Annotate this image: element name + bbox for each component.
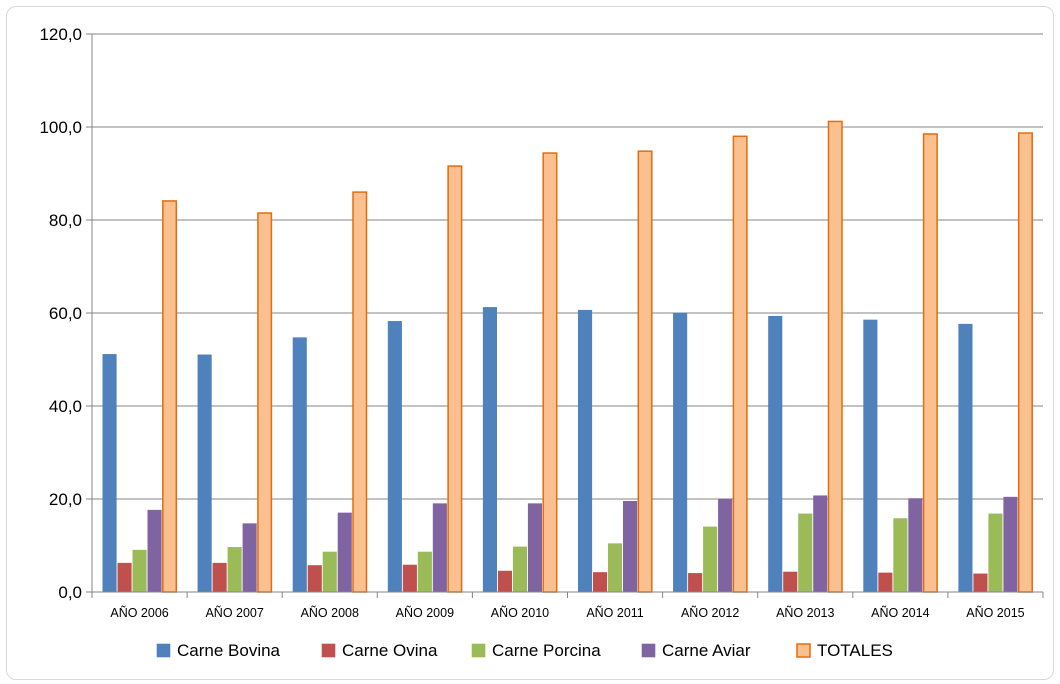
bar <box>482 307 498 593</box>
legend-label: Carne Porcina <box>492 641 601 660</box>
bar <box>673 312 688 593</box>
bar <box>197 354 212 593</box>
legend-label: Carne Ovina <box>342 641 438 660</box>
bar <box>527 503 543 593</box>
y-tick-label: 20,0 <box>49 490 82 509</box>
legend-label: TOTALES <box>817 641 893 660</box>
bar <box>827 120 843 593</box>
bar <box>542 152 558 593</box>
bar <box>813 495 828 593</box>
bar <box>988 513 1003 593</box>
x-tick-label: AÑO 2007 <box>205 606 263 620</box>
bar <box>432 503 447 593</box>
bar <box>798 513 813 593</box>
bar <box>1003 496 1018 593</box>
legend: Carne Bovina Carne Ovina Carne Porcina Carn… <box>156 641 893 660</box>
y-tick-label: 40,0 <box>49 397 82 416</box>
bar <box>257 212 273 593</box>
x-tick-label: AÑO 2015 <box>966 606 1024 620</box>
bar <box>147 509 162 593</box>
bar <box>447 165 463 593</box>
legend-label: Carne Bovina <box>177 641 281 660</box>
x-tick-label: AÑO 2010 <box>491 606 549 620</box>
gridlines <box>92 33 1043 500</box>
y-tick-label: 80,0 <box>49 211 82 230</box>
bar <box>768 315 783 593</box>
bar <box>1017 132 1033 593</box>
bar <box>497 570 513 593</box>
y-tick-label: 60,0 <box>49 304 82 323</box>
x-tick-label: AÑO 2011 <box>586 606 643 620</box>
bars <box>102 120 1033 593</box>
bar <box>908 498 923 593</box>
legend-swatch <box>641 643 656 658</box>
bar <box>337 512 352 593</box>
bar <box>132 549 147 593</box>
bar <box>863 319 878 593</box>
bar <box>592 572 608 593</box>
bar <box>637 150 653 593</box>
bar <box>512 546 528 593</box>
y-axis-ticks: 0,0 20,0 40,0 60,0 80,0 100,0 120,0 <box>39 25 92 602</box>
bar <box>718 498 733 593</box>
bar <box>958 323 973 593</box>
bar <box>688 573 703 593</box>
x-tick-label: AÑO 2008 <box>301 606 359 620</box>
y-tick-label: 0,0 <box>58 583 82 602</box>
bar <box>307 565 322 593</box>
x-tick-label: AÑO 2013 <box>776 606 834 620</box>
x-axis-ticks: AÑO 2006 AÑO 2007 AÑO 2008 AÑO 2009 AÑO 2010… <box>91 592 1044 620</box>
legend-swatch <box>156 643 171 658</box>
legend-swatch <box>321 643 336 658</box>
bar <box>102 354 117 593</box>
bar <box>703 526 718 593</box>
legend-swatch <box>796 643 811 658</box>
bar <box>402 564 417 593</box>
bar <box>732 135 748 593</box>
bar <box>973 573 988 593</box>
bar <box>417 551 432 593</box>
bar <box>878 572 893 593</box>
bar <box>117 562 132 593</box>
bar <box>212 562 227 593</box>
legend-swatch <box>471 643 486 658</box>
x-tick-label: AÑO 2009 <box>396 606 454 620</box>
x-tick-label: AÑO 2006 <box>110 606 168 620</box>
bar <box>783 571 798 593</box>
bar <box>242 523 257 593</box>
x-tick-label: AÑO 2014 <box>871 606 929 620</box>
bar <box>622 501 638 593</box>
bar <box>227 547 242 593</box>
legend-label: Carne Aviar <box>662 641 751 660</box>
bar <box>387 321 402 593</box>
y-tick-label: 120,0 <box>39 25 82 44</box>
bar <box>322 551 337 593</box>
y-tick-label: 100,0 <box>39 118 82 137</box>
bar <box>292 337 307 593</box>
bar <box>577 309 593 593</box>
bar <box>607 543 623 593</box>
bar <box>893 518 908 593</box>
bar <box>922 133 938 593</box>
x-tick-label: AÑO 2012 <box>681 606 739 620</box>
bar <box>162 200 178 593</box>
bar <box>352 191 368 593</box>
